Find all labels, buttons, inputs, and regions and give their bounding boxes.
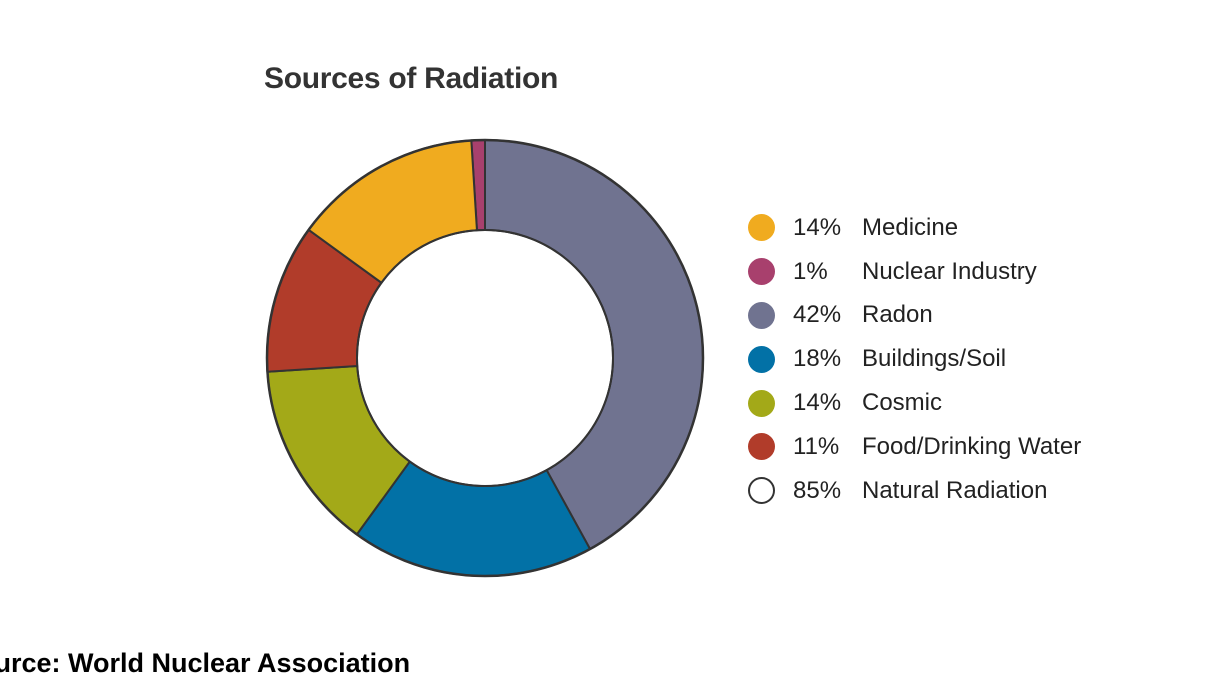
legend-swatch-nuclear-industry [748,258,775,286]
donut-inner-ring [356,229,614,487]
legend-item-buildings-soil: 18% Buildings/Soil [748,337,1081,381]
legend-swatch-food-drinking-water [748,433,775,461]
source-note: ource: World Nuclear Association [0,648,411,678]
legend-item-cosmic: 14% Cosmic [748,381,1081,425]
legend-swatch-natural-radiation [748,477,775,505]
legend-label-nuclear-industry: Nuclear Industry [862,257,1037,285]
legend-swatch-medicine [748,214,775,242]
legend-label-buildings-soil: Buildings/Soil [862,345,1007,373]
legend-value-radon: 42% [793,301,842,329]
legend-value-cosmic: 14% [793,389,842,417]
legend-label-cosmic: Cosmic [862,389,943,417]
legend-value-nuclear-industry: 1% [793,257,828,285]
legend-label-radon: Radon [862,301,933,329]
legend-value-natural-radiation: 85% [793,476,842,504]
legend-label-natural-radiation: Natural Radiation [862,476,1048,504]
legend-swatch-buildings-soil [748,345,775,373]
legend-value-food-drinking-water: 11% [793,432,840,460]
legend-value-medicine: 14% [793,213,842,241]
donut-outer-ring [265,138,705,578]
legend-item-food-drinking-water: 11% Food/Drinking Water [748,425,1081,469]
chart-title: Sources of Radiation [264,62,559,95]
legend-item-medicine: 14% Medicine [748,206,1081,250]
legend-label-medicine: Medicine [862,213,959,241]
legend-item-radon: 42% Radon [748,294,1081,338]
legend-label-food-drinking-water: Food/Drinking Water [862,432,1082,460]
chart-legend: 14% Medicine 1% Nuclear Industry 42% Rad… [748,206,1081,513]
legend-swatch-cosmic [748,389,775,417]
legend-value-buildings-soil: 18% [793,345,842,373]
legend-item-natural-radiation: 85% Natural Radiation [748,469,1081,513]
legend-swatch-radon [748,301,775,329]
legend-item-nuclear-industry: 1% Nuclear Industry [748,250,1081,294]
donut-slices [265,138,705,578]
